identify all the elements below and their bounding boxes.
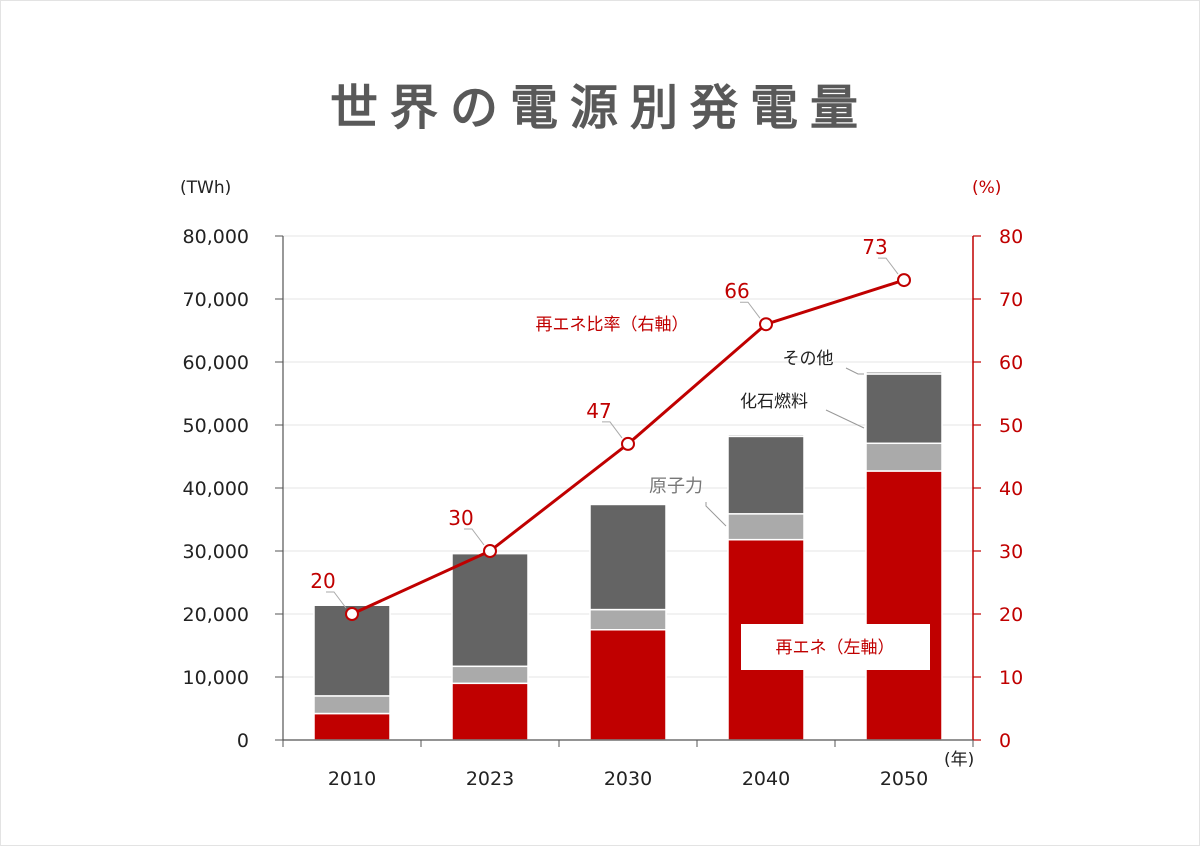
fossil-series-label: 化石燃料 xyxy=(740,392,808,412)
x-tick-label: 2010 xyxy=(328,768,376,790)
ratio-point-label: 20 xyxy=(310,569,335,593)
y2-tick-label: 30 xyxy=(999,541,1023,563)
bar-segment xyxy=(451,665,529,685)
x-tick-label: 2050 xyxy=(880,768,928,790)
x-tick-label: 2030 xyxy=(604,768,652,790)
bar-segment xyxy=(727,435,805,515)
x-axis-unit: (年) xyxy=(944,750,974,770)
chart-title: 世界の電源別発電量 xyxy=(329,80,870,136)
y2-tick-label: 60 xyxy=(999,352,1023,374)
bar-segment xyxy=(313,712,391,741)
bar-segment xyxy=(589,502,667,506)
y2-tick-label: 20 xyxy=(999,604,1023,626)
x-tick-label: 2040 xyxy=(742,768,790,790)
ratio-point xyxy=(897,273,911,288)
ratio-point-label: 73 xyxy=(862,235,887,259)
y-axis-unit: (TWh) xyxy=(180,178,231,198)
bar-segment xyxy=(589,629,667,741)
ratio-point xyxy=(345,607,359,621)
renewable-label-box xyxy=(741,624,930,670)
y2-tick-label: 80 xyxy=(999,226,1023,248)
ratio-point xyxy=(483,544,497,558)
bar-segment xyxy=(313,603,391,606)
bar-segment xyxy=(313,695,391,715)
bar-segment xyxy=(727,513,805,541)
fossil-leader xyxy=(825,409,865,429)
y-tick-label: 0 xyxy=(237,730,249,752)
x-tick-label: 2023 xyxy=(466,768,514,790)
bar-segment xyxy=(589,503,667,611)
point-leader xyxy=(740,301,761,319)
point-leader xyxy=(464,528,485,546)
ratio-point xyxy=(759,317,773,332)
ratio-point-label: 66 xyxy=(724,279,749,303)
bar-segment xyxy=(451,682,529,741)
nuclear-series-label: 原子力 xyxy=(649,476,703,497)
renewable-series-label: 再エネ（左軸） xyxy=(776,638,895,658)
ratio-point-label: 30 xyxy=(448,506,473,530)
ratio-point-label: 47 xyxy=(586,399,611,423)
nuclear-leader xyxy=(705,502,727,527)
y-tick-label: 30,000 xyxy=(183,541,249,563)
y2-axis-unit: (%) xyxy=(972,178,1001,198)
y2-tick-label: 40 xyxy=(999,478,1023,500)
y-tick-label: 40,000 xyxy=(183,478,249,500)
y-tick-label: 10,000 xyxy=(183,667,249,689)
y-tick-label: 60,000 xyxy=(183,352,249,374)
y2-tick-label: 50 xyxy=(999,415,1023,437)
bar-segment xyxy=(865,370,943,375)
y-tick-label: 50,000 xyxy=(183,415,249,437)
point-leader xyxy=(602,421,623,439)
other-series-label: その他 xyxy=(783,349,834,369)
bar-segment xyxy=(451,552,529,668)
point-leader xyxy=(878,257,899,275)
y-tick-label: 20,000 xyxy=(183,604,249,626)
y-tick-label: 80,000 xyxy=(183,226,249,248)
point-leader xyxy=(326,591,347,609)
bar-segment xyxy=(727,433,805,438)
y-tick-label: 70,000 xyxy=(183,289,249,311)
y2-tick-label: 70 xyxy=(999,289,1023,311)
ratio-series-label: 再エネ比率（右軸） xyxy=(536,315,689,335)
bar-segment xyxy=(865,470,943,741)
bar-segment xyxy=(865,373,943,445)
bar-segment xyxy=(589,608,667,631)
y2-tick-label: 0 xyxy=(999,730,1011,752)
y2-tick-label: 10 xyxy=(999,667,1023,689)
other-leader xyxy=(845,367,864,375)
ratio-point xyxy=(621,436,635,451)
bar-segment xyxy=(865,442,943,472)
